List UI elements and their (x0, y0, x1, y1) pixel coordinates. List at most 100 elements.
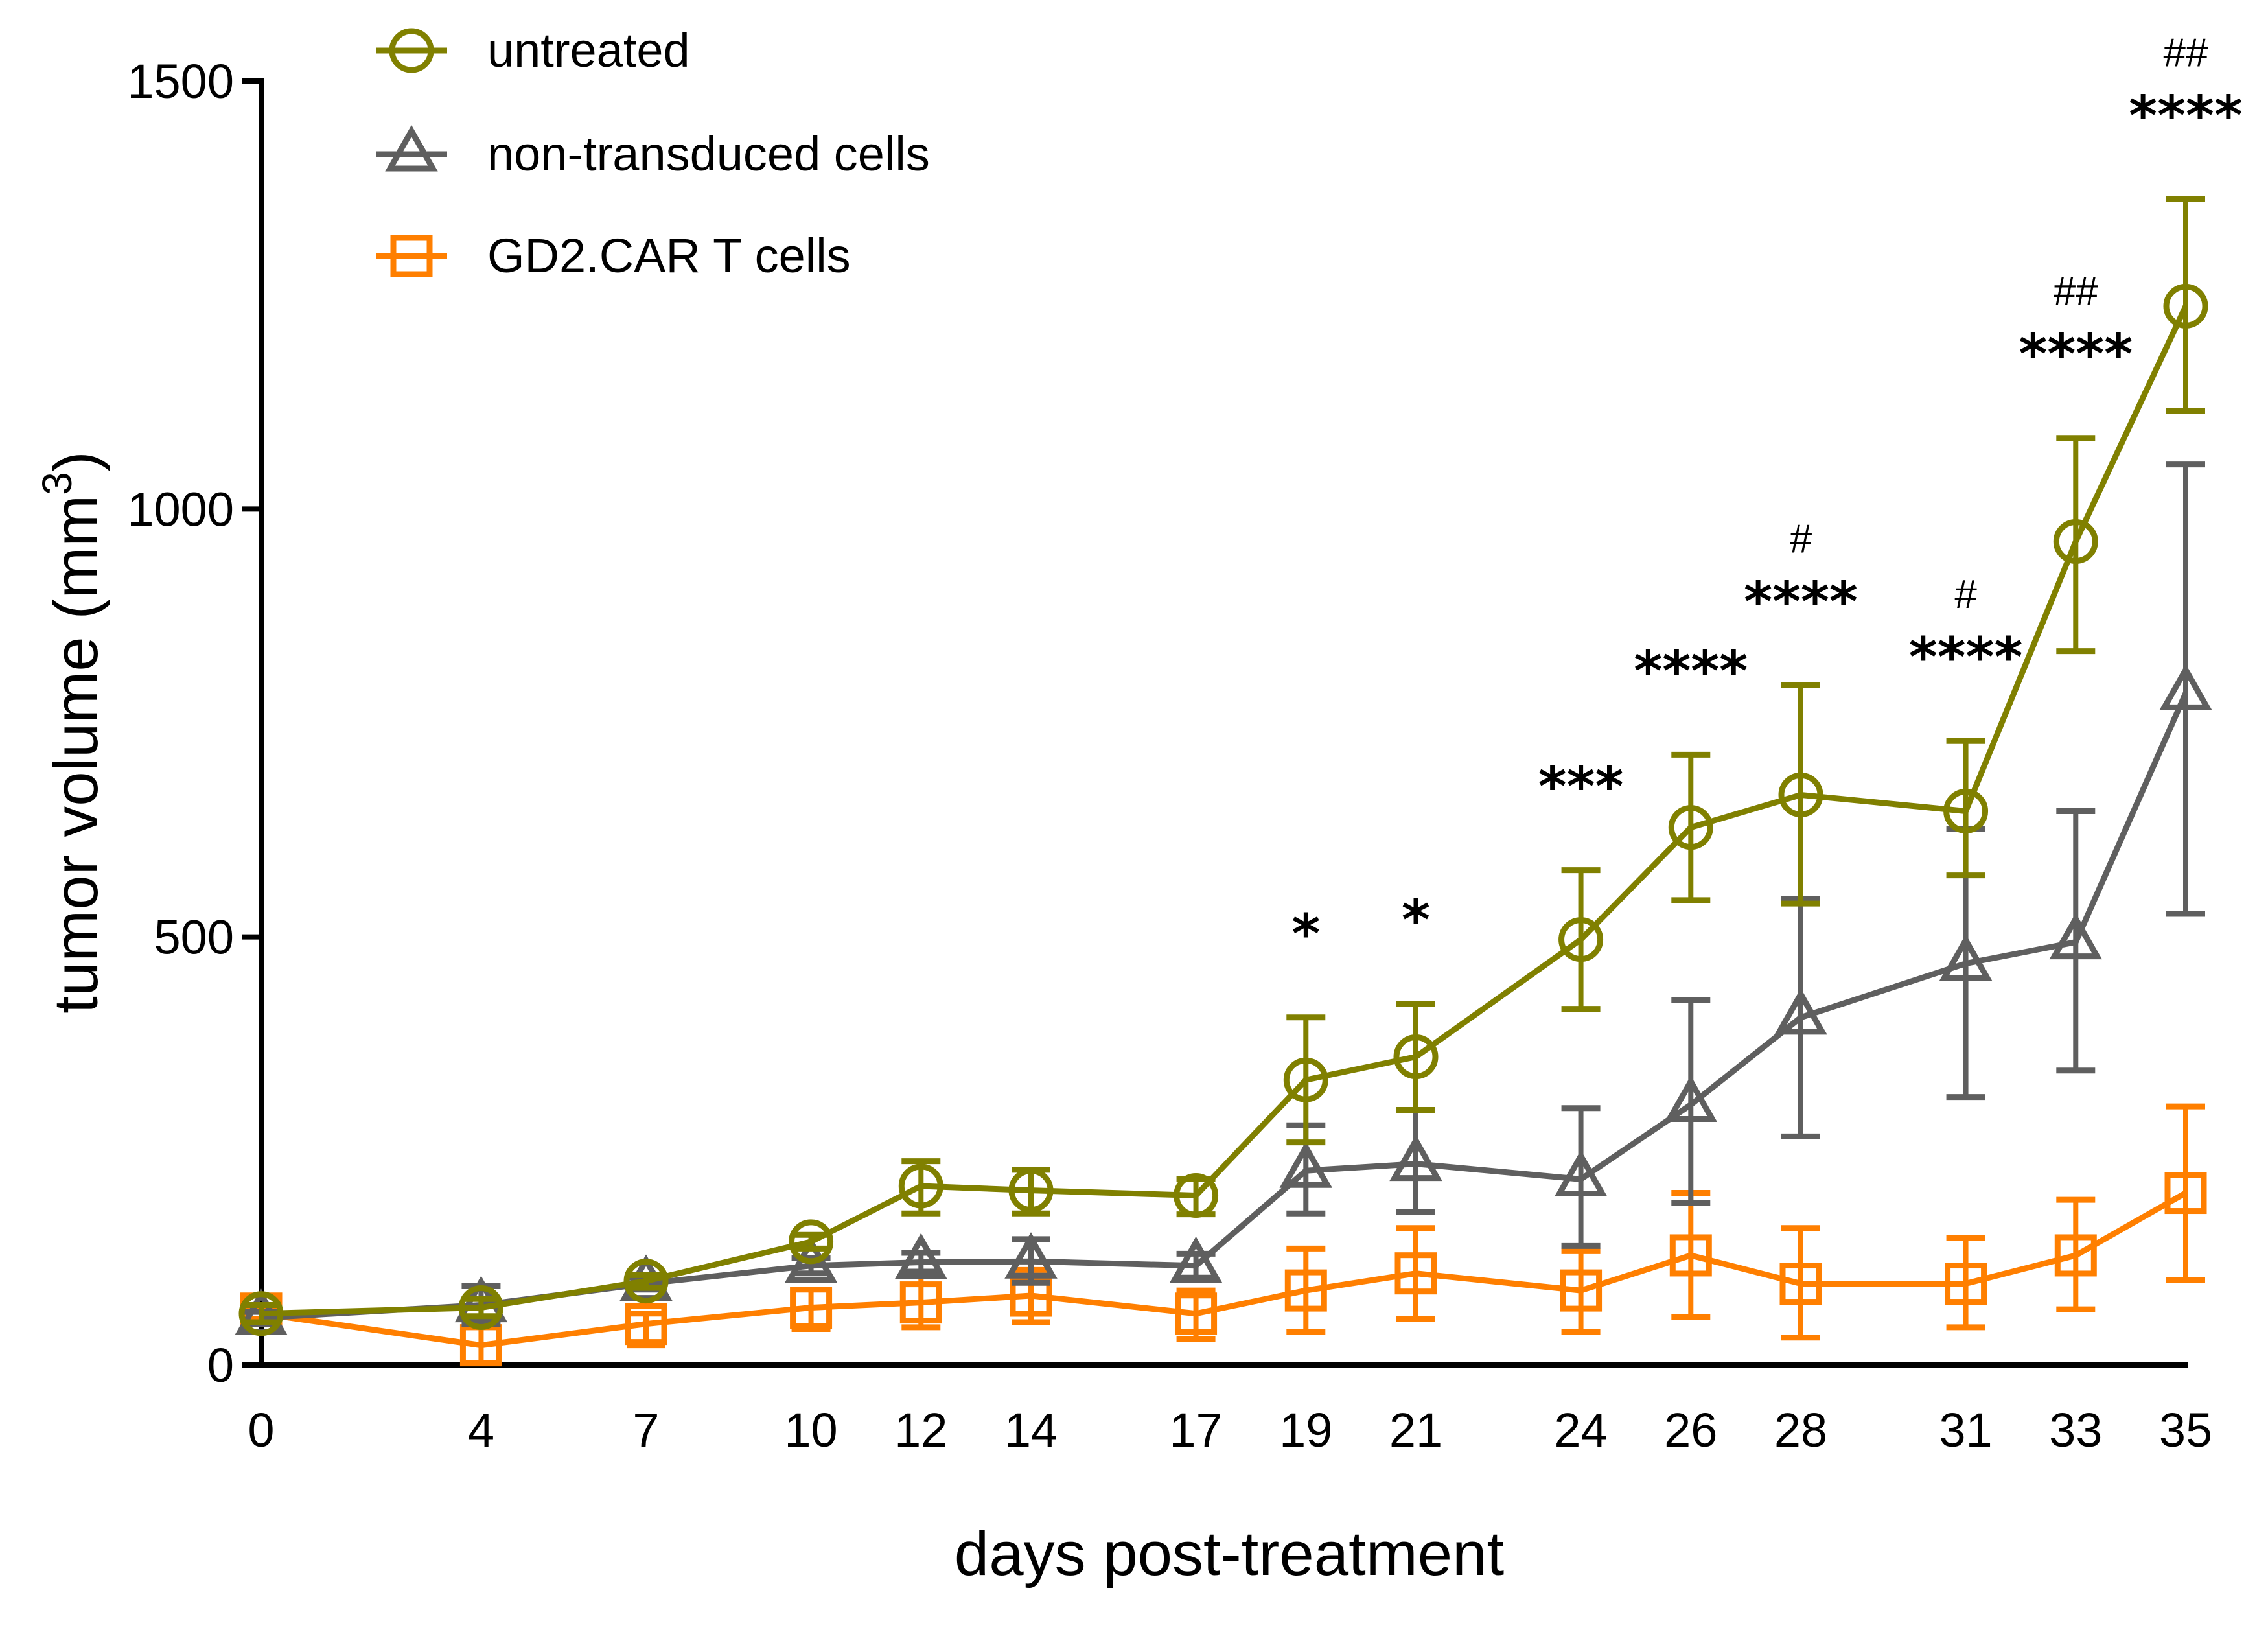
data-point-triangle (2159, 664, 2212, 710)
y-axis-title-superscript: 3 (34, 472, 80, 495)
data-point-square (1175, 1292, 1218, 1335)
significance-annotation: *** (1538, 755, 1624, 819)
x-tick-label: 31 (1939, 1403, 1992, 1457)
significance-stars: **** (1909, 625, 2023, 689)
legend-item-untreated: untreated (376, 23, 690, 77)
square-marker-icon (376, 235, 447, 277)
y-axis-title-main: tumor volume (mm (41, 495, 111, 1014)
significance-stars: **** (2129, 84, 2243, 147)
significance-annotation: **** ## (2019, 270, 2133, 386)
data-point-square (1284, 1269, 1327, 1312)
significance-stars: **** (2019, 323, 2133, 386)
x-tick-label: 10 (784, 1403, 837, 1457)
significance-hash: # (1790, 517, 1812, 561)
y-axis-title-close: ) (41, 451, 111, 472)
y-tick-label: 1000 (127, 482, 234, 536)
data-point-triangle (1389, 1134, 1442, 1182)
significance-stars: * (1291, 902, 1320, 966)
significance-stars: **** (1744, 570, 1858, 633)
data-point-square (625, 1303, 667, 1346)
significance-annotation: **** (1634, 639, 1748, 703)
x-tick-label: 4 (468, 1403, 494, 1457)
x-tick-label: 14 (1004, 1403, 1058, 1457)
legend-marker-shape (390, 235, 433, 277)
data-point-square (1669, 1234, 1712, 1277)
series-line (260, 692, 2189, 1321)
x-tick-label: 33 (2049, 1403, 2102, 1457)
x-tick-label: 19 (1279, 1403, 1332, 1457)
data-point-circle (898, 1163, 943, 1209)
series-line (260, 1190, 2188, 1349)
y-tick-label: 1500 (127, 54, 234, 108)
significance-hash: # (1954, 572, 1977, 617)
x-axis-title: days post-treatment (955, 1519, 1504, 1589)
error-bar (2166, 461, 2205, 917)
series-untreated (238, 196, 2208, 1336)
y-axis-title: tumor volume (mm3) (34, 451, 111, 1014)
data-point-square (2054, 1234, 2097, 1277)
data-point-circle (1174, 1173, 1219, 1218)
data-point-triangle (1169, 1236, 1223, 1283)
data-point-square (1560, 1269, 1603, 1312)
series-non-transduced-cells (235, 461, 2212, 1335)
legend-item-gd2-car-t: GD2.CAR T cells (376, 229, 851, 283)
data-point-circle (623, 1259, 669, 1304)
data-point-triangle (1279, 1141, 1333, 1188)
significance-annotations: * ************#****#****##****## (1291, 30, 2243, 966)
circle-marker-icon (376, 28, 447, 73)
data-point-triangle (1939, 934, 1993, 981)
x-tick-label: 35 (2159, 1403, 2212, 1457)
data-point-triangle (1664, 1075, 1718, 1123)
data-point-square (1945, 1263, 1987, 1305)
data-point-square (2164, 1172, 2207, 1215)
data-point-circle (238, 1291, 284, 1336)
data-point-triangle (1554, 1150, 1608, 1196)
significance-annotation: **** ## (2129, 30, 2243, 147)
data-point-triangle (894, 1233, 948, 1280)
data-point-circle (458, 1285, 503, 1331)
data-point-circle (1008, 1168, 1054, 1213)
data-point-square (790, 1287, 833, 1329)
significance-annotation: **** # (1744, 517, 1858, 633)
significance-hash: ## (2164, 30, 2208, 75)
legend-label-gd2-car-t: GD2.CAR T cells (487, 229, 851, 283)
x-tick-label: 28 (1774, 1403, 1827, 1457)
axes: 0 500 1000 1500 0 4 7 10 12 14 17 19 21 24 26 28 31 33 35 (127, 54, 2212, 1457)
data-point-circle (1558, 917, 1604, 962)
legend: untreated non-transduced cells GD2.CAR T… (376, 23, 930, 283)
legend-label-non-transduced: non-transduced cells (487, 127, 930, 181)
x-tick-label: 7 (632, 1403, 659, 1457)
x-tick-label: 26 (1664, 1403, 1717, 1457)
y-axis-ticks: 0 500 1000 1500 (127, 54, 261, 1392)
significance-stars: *** (1538, 755, 1624, 819)
data-point-triangle (1004, 1232, 1058, 1279)
data-point-circle (1668, 805, 1713, 850)
data-point-circle (1283, 1057, 1328, 1102)
significance-stars: * (1402, 889, 1430, 952)
data-point-square (899, 1281, 942, 1324)
significance-annotation: **** # (1909, 572, 2023, 689)
data-point-triangle (1774, 988, 1827, 1035)
significance-hash: ## (2054, 270, 2098, 314)
data-point-circle (2053, 519, 2098, 565)
legend-item-non-transduced: non-transduced cells (376, 124, 930, 181)
triangle-marker-icon (376, 124, 447, 172)
x-tick-label: 17 (1169, 1403, 1222, 1457)
x-tick-label: 24 (1554, 1403, 1607, 1457)
y-tick-label: 500 (154, 911, 234, 964)
series-layer (235, 196, 2212, 1367)
legend-label-untreated: untreated (487, 23, 690, 77)
series-gd2-car-t-cells (240, 1103, 2207, 1367)
y-tick-label: 0 (207, 1338, 234, 1392)
x-tick-label: 0 (248, 1403, 274, 1457)
data-point-square (1394, 1252, 1437, 1295)
x-tick-label: 21 (1389, 1403, 1442, 1457)
legend-marker-shape (389, 28, 434, 73)
data-point-circle (2163, 283, 2208, 329)
series-line (260, 305, 2189, 1317)
data-point-circle (1778, 772, 1823, 817)
data-point-circle (1393, 1034, 1439, 1080)
data-point-triangle (2049, 913, 2103, 960)
legend-marker-shape (385, 124, 438, 172)
